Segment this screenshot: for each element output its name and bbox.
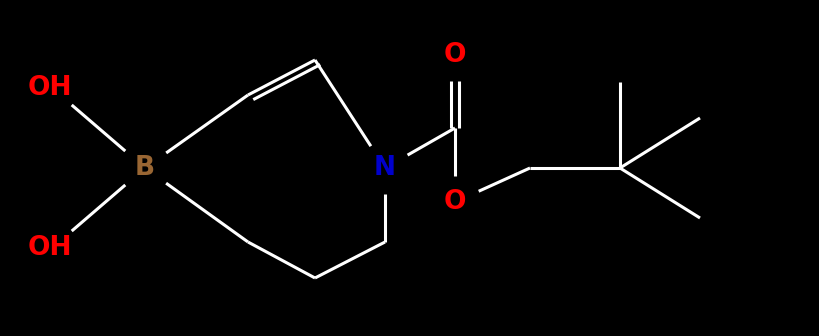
Text: OH: OH	[28, 235, 72, 261]
Text: B: B	[135, 155, 155, 181]
Text: N: N	[374, 155, 396, 181]
Text: O: O	[444, 42, 466, 68]
Text: O: O	[444, 189, 466, 215]
Text: OH: OH	[28, 75, 72, 101]
